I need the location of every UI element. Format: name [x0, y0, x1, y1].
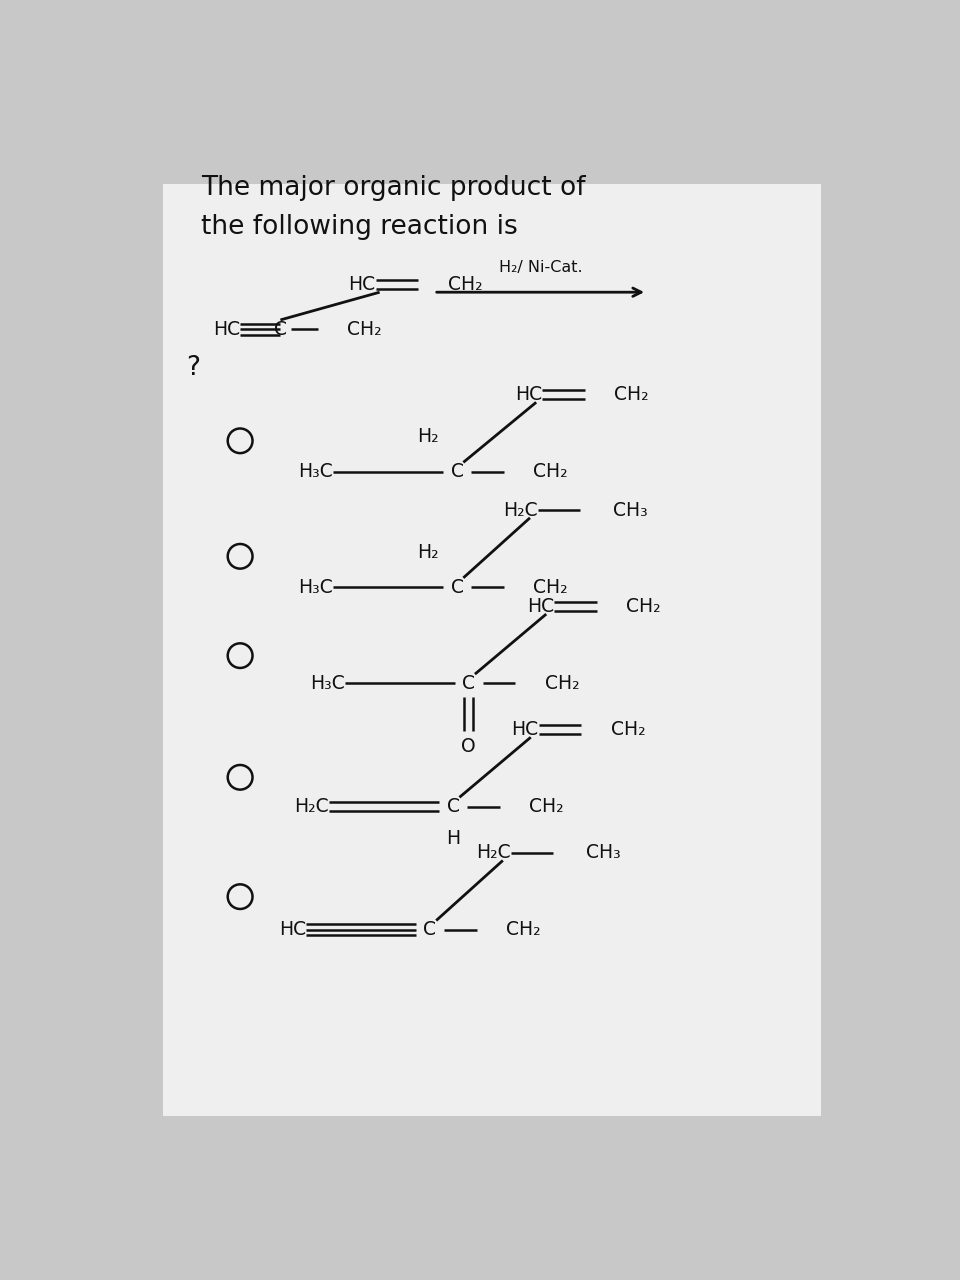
Text: CH₂: CH₂	[614, 385, 649, 404]
Text: HC: HC	[516, 385, 542, 404]
Text: the following reaction is: the following reaction is	[202, 214, 518, 239]
Text: C: C	[423, 920, 437, 940]
Text: CH₃: CH₃	[612, 500, 648, 520]
Text: CH₂: CH₂	[529, 797, 564, 817]
Text: ?: ?	[186, 355, 200, 380]
Text: CH₂: CH₂	[348, 320, 382, 339]
Text: C: C	[274, 320, 287, 339]
Text: H₃C: H₃C	[299, 577, 333, 596]
Text: HC: HC	[213, 320, 240, 339]
Text: H₂C: H₂C	[295, 797, 329, 817]
Text: H₃C: H₃C	[310, 673, 345, 692]
Text: H₂C: H₂C	[476, 844, 511, 863]
Text: HC: HC	[512, 721, 539, 739]
Text: CH₂: CH₂	[533, 577, 567, 596]
Text: The major organic product of: The major organic product of	[202, 175, 586, 201]
Text: CH₃: CH₃	[586, 844, 620, 863]
Text: HC: HC	[348, 275, 375, 294]
Text: H₂: H₂	[417, 428, 439, 447]
Text: H₂C: H₂C	[503, 500, 538, 520]
Text: C: C	[463, 673, 475, 692]
Text: H: H	[446, 829, 460, 849]
Text: HC: HC	[527, 596, 554, 616]
Text: C: C	[450, 577, 464, 596]
Text: CH₂: CH₂	[611, 721, 645, 739]
FancyBboxPatch shape	[162, 184, 822, 1116]
Text: O: O	[462, 737, 476, 756]
Text: H₃C: H₃C	[299, 462, 333, 481]
Text: H₂: H₂	[417, 543, 439, 562]
Text: HC: HC	[278, 920, 306, 940]
Text: CH₂: CH₂	[626, 596, 660, 616]
Text: CH₂: CH₂	[447, 275, 483, 294]
Text: CH₂: CH₂	[544, 673, 579, 692]
Text: CH₂: CH₂	[533, 462, 567, 481]
Text: C: C	[450, 462, 464, 481]
Text: C: C	[446, 797, 460, 817]
Text: H₂/ Ni-Cat.: H₂/ Ni-Cat.	[498, 260, 583, 275]
Text: CH₂: CH₂	[506, 920, 540, 940]
